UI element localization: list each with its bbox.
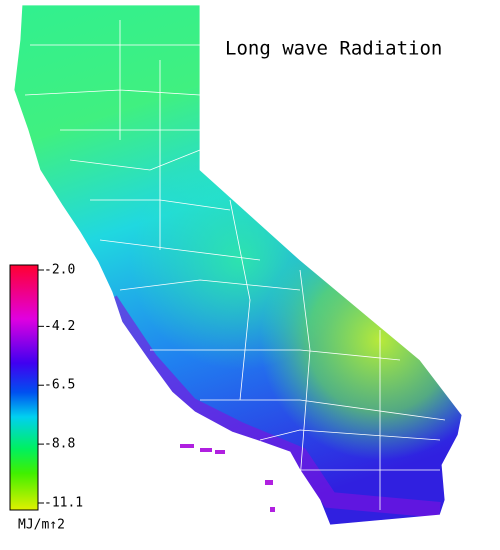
- colorbar-tick-label: -8.8: [44, 437, 75, 452]
- colorbar-tick-label: -4.2: [44, 319, 75, 334]
- colorbar-unit: MJ/m↑2: [18, 518, 65, 533]
- map-title: Long wave Radiation: [225, 38, 442, 60]
- islands: [180, 444, 275, 512]
- colorbar: [9, 264, 39, 511]
- county-lines: [13, 4, 463, 526]
- colorbar-tick-label: -6.5: [44, 378, 75, 393]
- colorbar-ticks: -2.0 -4.2 -6.5 -8.8 -11.1: [38, 263, 83, 511]
- colorbar-tick-label: -11.1: [44, 496, 83, 511]
- colorbar-tick-label: -2.0: [44, 263, 75, 278]
